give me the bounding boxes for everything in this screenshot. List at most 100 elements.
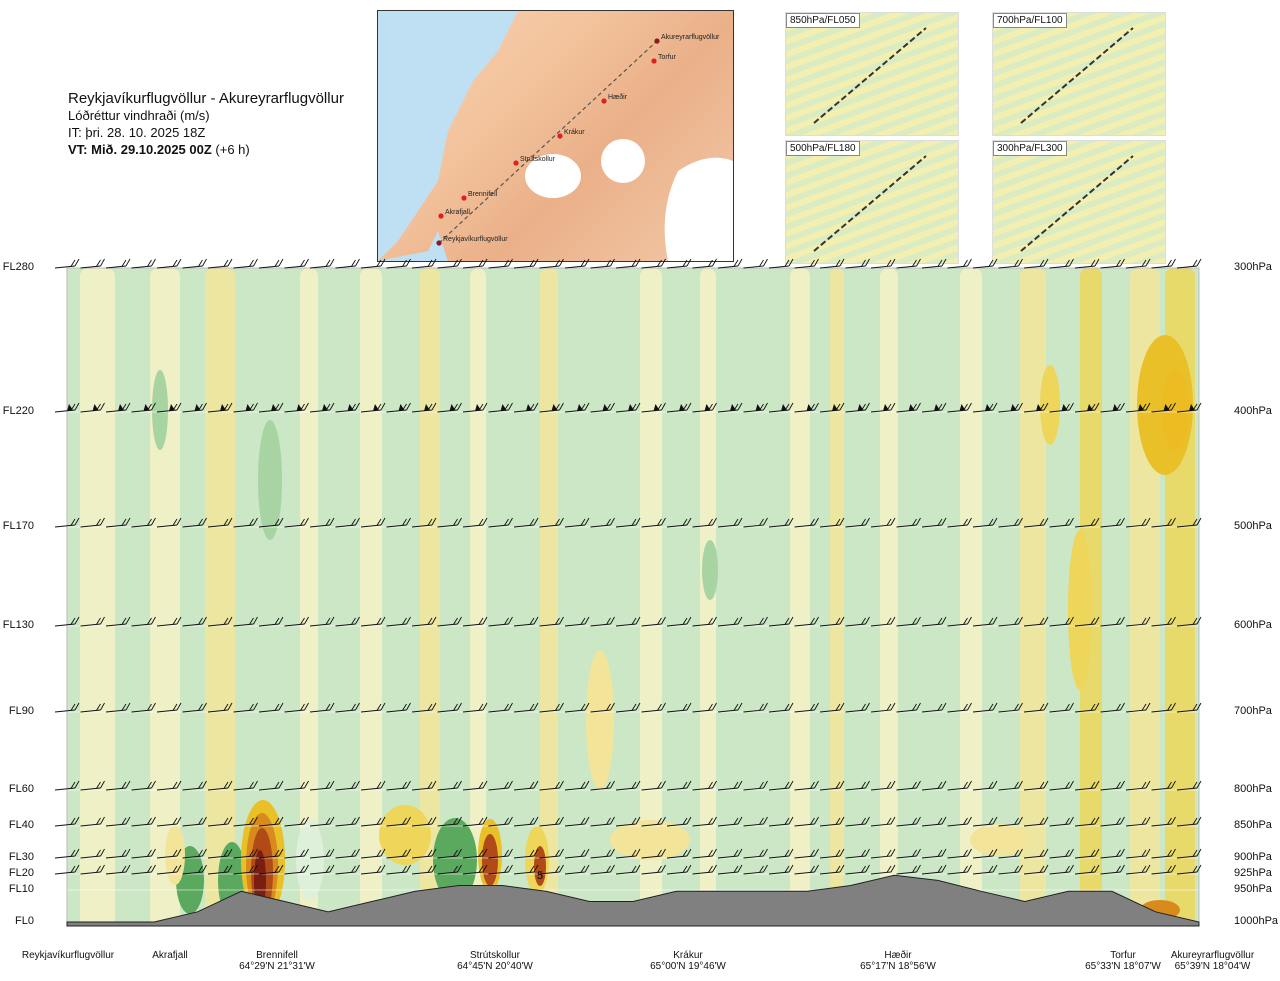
wind-barb bbox=[921, 258, 947, 269]
wind-barb bbox=[233, 864, 258, 875]
wind-barb bbox=[564, 258, 590, 269]
wind-barb bbox=[1074, 702, 1100, 713]
wind-barb bbox=[539, 517, 564, 528]
wind-barb bbox=[998, 517, 1023, 528]
wind-barb bbox=[590, 258, 615, 269]
wind-barb bbox=[1074, 616, 1100, 627]
wind-barb bbox=[207, 517, 233, 528]
wind-barb bbox=[437, 780, 462, 791]
wind-barb bbox=[335, 848, 360, 859]
wind-barb bbox=[641, 258, 666, 269]
wind-barb bbox=[207, 702, 233, 713]
wind-barb bbox=[309, 258, 335, 269]
wind-barb bbox=[998, 864, 1023, 875]
wind-barb bbox=[692, 848, 717, 859]
wind-barb bbox=[1049, 780, 1074, 791]
wind-barb bbox=[845, 702, 870, 713]
wind-barb bbox=[411, 780, 437, 791]
wind-barb bbox=[692, 616, 717, 627]
wind-barb bbox=[896, 258, 921, 269]
wind-barb bbox=[666, 616, 692, 627]
vertical-motion-cell bbox=[379, 805, 431, 865]
wind-barb bbox=[258, 702, 284, 713]
wind-barb bbox=[1074, 402, 1100, 413]
wind-barb bbox=[156, 816, 182, 827]
vertical-motion-cell bbox=[165, 825, 185, 885]
wind-barb bbox=[641, 864, 666, 875]
wind-barb bbox=[692, 816, 717, 827]
wind-barb bbox=[666, 702, 692, 713]
location-label: Krákur 65°00'N 19°46'W bbox=[638, 950, 738, 972]
vertical-motion-cell bbox=[152, 370, 168, 450]
pressure-tick-label: 850hPa bbox=[1234, 819, 1272, 831]
wind-barb bbox=[335, 402, 360, 413]
fl-tick-label: FL90 bbox=[8, 705, 34, 717]
wind-barb bbox=[921, 517, 947, 528]
wind-barb bbox=[335, 864, 360, 875]
wind-barb bbox=[258, 780, 284, 791]
wind-barb bbox=[845, 616, 870, 627]
glacier-hofsjokull bbox=[601, 139, 645, 183]
wind-barb bbox=[335, 816, 360, 827]
pressure-tick-label: 800hPa bbox=[1234, 783, 1272, 795]
wind-barb bbox=[590, 848, 615, 859]
wind-barb bbox=[615, 816, 641, 827]
wind-barb bbox=[743, 702, 768, 713]
wind-barb bbox=[794, 702, 819, 713]
location-name: Reykjavíkurflugvöllur bbox=[21, 950, 115, 961]
wind-barb bbox=[258, 816, 284, 827]
wind-barb bbox=[743, 780, 768, 791]
wind-barb bbox=[819, 616, 845, 627]
wind-barb bbox=[870, 616, 896, 627]
wind-barb bbox=[870, 816, 896, 827]
wind-barb bbox=[411, 616, 437, 627]
wind-barb bbox=[1151, 517, 1176, 528]
wind-barb bbox=[998, 702, 1023, 713]
vertical-motion-band bbox=[960, 268, 982, 926]
wind-barb bbox=[870, 780, 896, 791]
vertical-motion-cell bbox=[433, 818, 477, 902]
wind-barb bbox=[998, 616, 1023, 627]
wind-barb bbox=[717, 702, 743, 713]
wind-barb bbox=[564, 702, 590, 713]
wind-barb bbox=[462, 780, 488, 791]
wind-barb bbox=[386, 780, 411, 791]
wind-barb bbox=[284, 402, 309, 413]
location-name: Akrafjall bbox=[152, 950, 188, 961]
map-waypoint-dot bbox=[557, 133, 563, 139]
wind-barb bbox=[284, 780, 309, 791]
wind-barb bbox=[921, 816, 947, 827]
wind-barb bbox=[360, 616, 386, 627]
location-name: Krákur bbox=[673, 950, 703, 961]
wind-barb bbox=[437, 816, 462, 827]
wind-barb bbox=[768, 517, 794, 528]
wind-barb bbox=[131, 258, 156, 269]
wind-barb bbox=[972, 258, 998, 269]
wind-barb bbox=[105, 616, 131, 627]
title-block: Reykjavíkurflugvöllur - Akureyrarflugvöl… bbox=[68, 90, 344, 158]
wind-barb bbox=[998, 258, 1023, 269]
wind-barb bbox=[1151, 848, 1176, 859]
wind-barb bbox=[488, 848, 513, 859]
vertical-motion-cell bbox=[534, 846, 546, 886]
wind-barb bbox=[360, 258, 386, 269]
wind-barb bbox=[717, 616, 743, 627]
wind-barb bbox=[1074, 816, 1100, 827]
wind-barb bbox=[207, 616, 233, 627]
wind-barb bbox=[488, 517, 513, 528]
glacier-langjokull bbox=[525, 154, 581, 198]
wind-barb bbox=[105, 402, 131, 413]
wind-barb bbox=[1125, 616, 1151, 627]
wind-barb bbox=[207, 402, 233, 413]
wind-barb bbox=[233, 816, 258, 827]
wind-barb bbox=[590, 780, 615, 791]
wind-barb bbox=[411, 864, 437, 875]
wind-barb bbox=[105, 258, 131, 269]
wind-barb bbox=[360, 816, 386, 827]
wind-barb bbox=[513, 864, 539, 875]
vertical-motion-band bbox=[880, 268, 898, 926]
location-label: Hæðir 65°17'N 18°56'W bbox=[848, 950, 948, 972]
wind-barb bbox=[488, 258, 513, 269]
wind-barb bbox=[462, 864, 488, 875]
wind-barb bbox=[309, 517, 335, 528]
